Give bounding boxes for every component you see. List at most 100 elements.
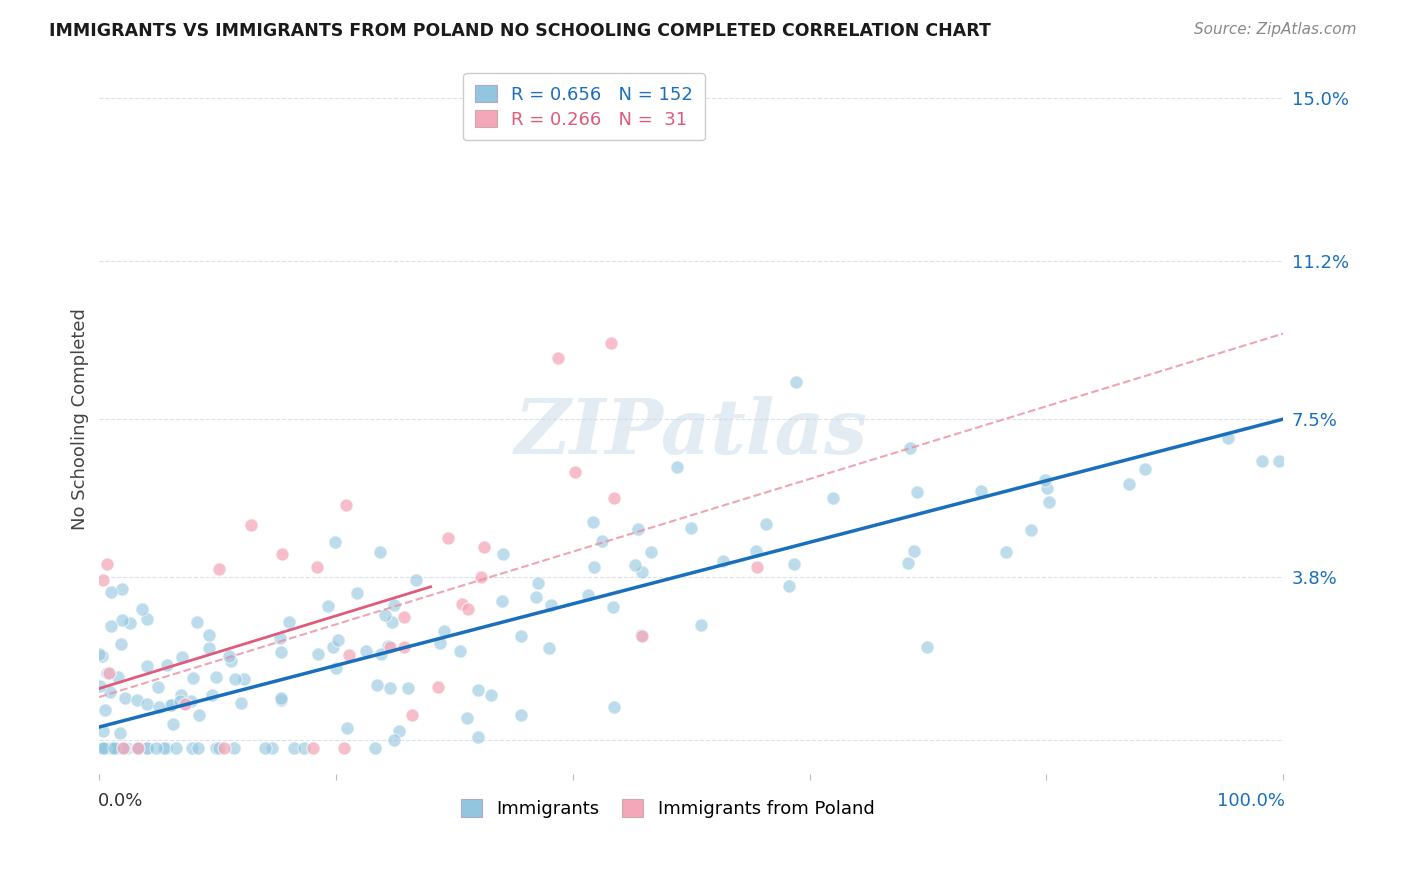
- Point: [755, 517, 778, 532]
- Point: [377, 639, 399, 653]
- Point: [366, 678, 388, 692]
- Point: [159, 698, 181, 712]
- Point: [156, 657, 179, 672]
- Point: [711, 554, 734, 568]
- Point: [785, 375, 807, 389]
- Point: [110, 726, 132, 740]
- Point: [155, 741, 177, 756]
- Point: [153, 741, 176, 756]
- Point: [323, 534, 346, 549]
- Point: [427, 681, 450, 695]
- Point: [270, 547, 292, 561]
- Point: [145, 741, 167, 756]
- Point: [630, 629, 652, 643]
- Point: [260, 741, 283, 756]
- Point: [689, 618, 711, 632]
- Point: [198, 640, 221, 655]
- Point: [91, 741, 114, 756]
- Point: [125, 693, 148, 707]
- Point: [165, 741, 187, 756]
- Point: [346, 586, 368, 600]
- Point: [900, 441, 922, 455]
- Point: [115, 741, 138, 756]
- Point: [915, 640, 938, 655]
- Point: [127, 741, 149, 756]
- Point: [187, 708, 209, 723]
- Point: [433, 624, 456, 639]
- Point: [492, 547, 515, 561]
- Point: [450, 598, 472, 612]
- Point: [222, 741, 245, 756]
- Point: [146, 680, 169, 694]
- Point: [747, 560, 769, 574]
- Text: IMMIGRANTS VS IMMIGRANTS FROM POLAND NO SCHOOLING COMPLETED CORRELATION CHART: IMMIGRANTS VS IMMIGRANTS FROM POLAND NO …: [49, 22, 991, 40]
- Point: [336, 721, 359, 735]
- Point: [1033, 473, 1056, 487]
- Legend: Immigrants, Immigrants from Poland: Immigrants, Immigrants from Poland: [453, 792, 882, 825]
- Point: [457, 602, 479, 616]
- Text: 0.0%: 0.0%: [98, 792, 143, 810]
- Point: [89, 679, 111, 693]
- Point: [169, 688, 191, 702]
- Point: [1268, 454, 1291, 468]
- Point: [600, 336, 623, 351]
- Point: [783, 558, 806, 572]
- Point: [100, 685, 122, 699]
- Text: 100.0%: 100.0%: [1216, 792, 1285, 810]
- Point: [491, 594, 513, 608]
- Text: ZIPatlas: ZIPatlas: [515, 396, 868, 470]
- Point: [510, 707, 533, 722]
- Point: [205, 669, 228, 683]
- Point: [429, 636, 451, 650]
- Point: [208, 741, 231, 756]
- Point: [136, 612, 159, 626]
- Point: [90, 649, 112, 664]
- Point: [107, 670, 129, 684]
- Point: [547, 351, 569, 365]
- Point: [449, 644, 471, 658]
- Point: [135, 697, 157, 711]
- Point: [269, 632, 291, 646]
- Point: [104, 741, 127, 756]
- Point: [640, 545, 662, 559]
- Point: [524, 590, 547, 604]
- Point: [148, 700, 170, 714]
- Point: [370, 647, 392, 661]
- Point: [540, 598, 562, 612]
- Point: [110, 636, 132, 650]
- Point: [745, 544, 768, 558]
- Point: [394, 609, 416, 624]
- Point: [218, 649, 240, 664]
- Point: [602, 700, 624, 714]
- Point: [382, 733, 405, 747]
- Point: [374, 608, 396, 623]
- Point: [131, 602, 153, 616]
- Point: [591, 533, 613, 548]
- Point: [823, 491, 845, 505]
- Point: [93, 741, 115, 756]
- Point: [472, 540, 495, 554]
- Point: [903, 543, 925, 558]
- Point: [101, 741, 124, 756]
- Point: [127, 741, 149, 756]
- Point: [564, 465, 586, 479]
- Point: [305, 559, 328, 574]
- Point: [105, 741, 128, 756]
- Point: [232, 672, 254, 686]
- Point: [270, 691, 292, 706]
- Point: [322, 640, 344, 655]
- Point: [91, 724, 114, 739]
- Point: [180, 694, 202, 708]
- Point: [603, 491, 626, 505]
- Point: [135, 741, 157, 756]
- Point: [388, 724, 411, 739]
- Point: [201, 688, 224, 702]
- Point: [239, 518, 262, 533]
- Point: [479, 688, 502, 702]
- Point: [169, 694, 191, 708]
- Point: [1135, 462, 1157, 476]
- Point: [160, 698, 183, 712]
- Point: [186, 615, 208, 629]
- Point: [576, 589, 599, 603]
- Point: [470, 570, 492, 584]
